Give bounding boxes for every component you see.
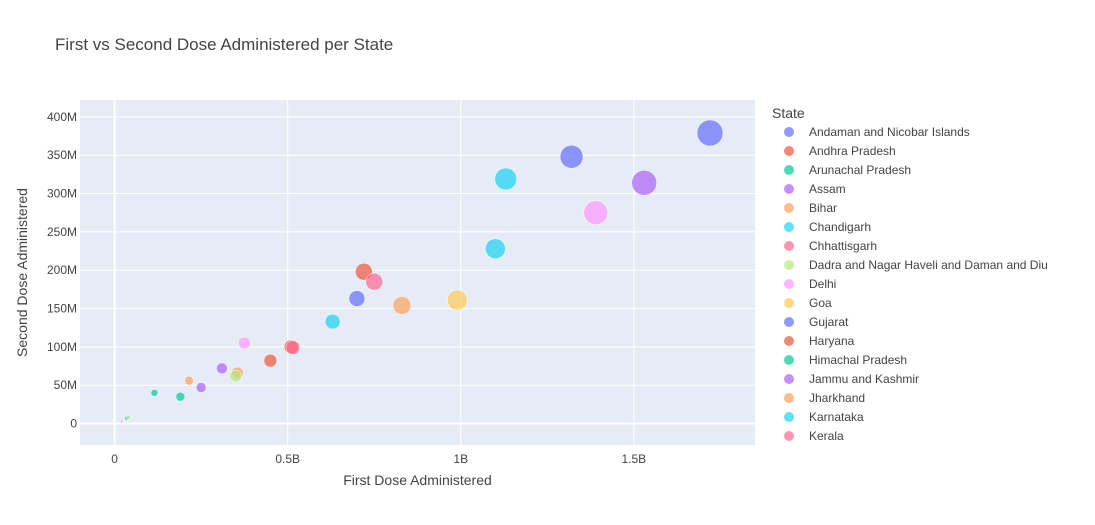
legend-items: Andaman and Nicobar Islands Andhra Prades… [784, 125, 1048, 443]
legend-label: Karnataka [809, 410, 864, 424]
y-tick-label: 400M [47, 110, 77, 124]
data-point [631, 170, 657, 196]
data-point [696, 119, 724, 147]
y-tick-label: 100M [47, 340, 77, 354]
legend-item: Goa [784, 296, 832, 310]
data-point [229, 369, 243, 383]
legend-item: Himachal Pradesh [784, 353, 907, 367]
data-point [238, 336, 251, 350]
legend-marker [784, 355, 794, 365]
legend-item: Jammu and Kashmir [784, 372, 919, 386]
legend-label: Dadra and Nagar Haveli and Daman and Diu [809, 258, 1048, 272]
data-point [324, 313, 341, 330]
data-point [216, 362, 228, 375]
data-point [348, 290, 366, 307]
legend-marker [784, 203, 794, 213]
legend-marker [784, 298, 794, 308]
legend-marker [784, 431, 794, 441]
legend-item: Andhra Pradesh [784, 144, 896, 158]
data-point [195, 382, 207, 393]
y-tick-label: 300M [47, 187, 77, 201]
legend-item: Andaman and Nicobar Islands [784, 125, 970, 139]
legend-marker [784, 260, 794, 270]
x-axis-ticks: 0 0.5B 1B 1.5B [111, 452, 646, 466]
legend-label: Goa [809, 296, 832, 310]
legend-item: Kerala [784, 429, 844, 443]
legend-marker [784, 241, 794, 251]
x-axis-title: First Dose Administered [343, 472, 492, 488]
legend-marker [784, 317, 794, 327]
legend-item: Jharkhand [784, 391, 865, 405]
data-point [126, 415, 131, 420]
x-tick-label: 0 [111, 452, 118, 466]
legend-title: State [772, 105, 805, 121]
legend-marker [784, 146, 794, 156]
legend-label: Bihar [809, 201, 837, 215]
legend-label: Gujarat [809, 315, 849, 329]
legend-item: Gujarat [784, 315, 849, 329]
x-tick-label: 0.5B [275, 452, 300, 466]
data-point [485, 238, 506, 259]
legend: State Andaman and Nicobar Islands Andhra … [772, 105, 1048, 443]
legend-label: Chhattisgarh [809, 239, 877, 253]
x-tick-label: 1.5B [622, 452, 647, 466]
data-point [494, 167, 518, 191]
legend-label: Andaman and Nicobar Islands [809, 125, 970, 139]
y-tick-label: 350M [47, 148, 77, 162]
data-point [184, 375, 194, 386]
legend-item: Bihar [784, 201, 837, 215]
legend-label: Jharkhand [809, 391, 865, 405]
legend-label: Himachal Pradesh [809, 353, 907, 367]
data-point [392, 296, 412, 315]
data-points [119, 119, 724, 423]
data-point [583, 200, 609, 225]
legend-marker [784, 374, 794, 384]
y-axis-ticks: 0 50M 100M 150M 200M 250M 300M 350M 400M [47, 110, 77, 431]
data-point [559, 144, 584, 169]
legend-marker [784, 279, 794, 289]
data-point [119, 419, 124, 423]
legend-item: Dadra and Nagar Haveli and Daman and Diu [784, 258, 1048, 272]
legend-marker [784, 127, 794, 137]
legend-label: Assam [809, 182, 846, 196]
legend-label: Chandigarh [809, 220, 871, 234]
legend-item: Haryana [784, 334, 855, 348]
legend-item: Arunachal Pradesh [784, 163, 911, 177]
legend-label: Andhra Pradesh [809, 144, 896, 158]
y-tick-label: 50M [54, 378, 77, 392]
legend-marker [784, 393, 794, 403]
data-point [285, 340, 301, 355]
legend-label: Delhi [809, 277, 836, 291]
y-tick-label: 150M [47, 302, 77, 316]
legend-item: Chandigarh [784, 220, 871, 234]
legend-marker [784, 184, 794, 194]
plot-background [80, 100, 755, 445]
legend-marker [784, 222, 794, 232]
y-tick-label: 0 [70, 417, 77, 431]
y-axis-title: Second Dose Administered [14, 188, 30, 357]
chart-title: First vs Second Dose Administered per St… [55, 35, 393, 54]
legend-item: Delhi [784, 277, 836, 291]
legend-label: Kerala [809, 429, 844, 443]
legend-marker [784, 412, 794, 422]
legend-label: Arunachal Pradesh [809, 163, 911, 177]
y-tick-label: 200M [47, 263, 77, 277]
legend-label: Haryana [809, 334, 855, 348]
y-tick-label: 250M [47, 225, 77, 239]
data-point [175, 391, 186, 402]
legend-marker [784, 165, 794, 175]
data-point [150, 389, 159, 397]
data-point [447, 289, 468, 311]
legend-item: Karnataka [784, 410, 864, 424]
legend-item: Assam [784, 182, 846, 196]
legend-marker [784, 336, 794, 346]
x-tick-label: 1B [453, 452, 468, 466]
data-point [365, 272, 383, 291]
legend-label: Jammu and Kashmir [809, 372, 919, 386]
data-point [263, 353, 278, 368]
legend-item: Chhattisgarh [784, 239, 877, 253]
